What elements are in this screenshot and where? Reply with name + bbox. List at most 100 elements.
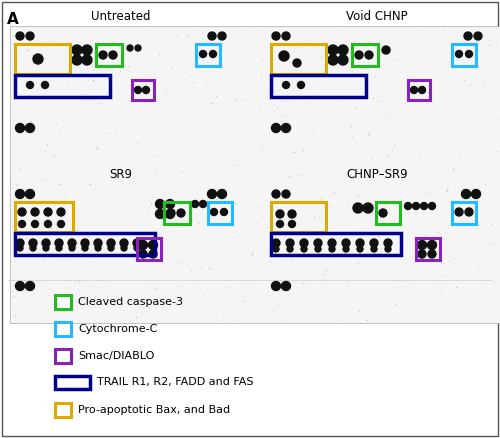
Point (61, 201, 69, 208)
Point (231, 96, 239, 103)
Point (288, 260, 296, 267)
Point (478, 146, 486, 153)
Point (331, 103, 339, 110)
Point (322, 209, 330, 216)
Point (20, 96, 28, 103)
Point (172, 89, 180, 96)
Point (338, 31, 346, 38)
Point (68, 46, 76, 53)
Point (8, 33, 16, 40)
Point (116, 242, 124, 249)
Point (452, 253, 460, 260)
Circle shape (26, 124, 35, 133)
Point (80, 250, 88, 257)
Point (196, 55, 203, 62)
Point (372, 187, 380, 194)
Point (188, 109, 196, 116)
Point (107, 154, 115, 161)
Point (135, 275, 143, 282)
Point (132, 39, 140, 46)
Point (444, 59, 452, 66)
Point (320, 297, 328, 304)
Point (29, 112, 37, 119)
Point (328, 255, 336, 262)
Point (144, 280, 152, 287)
Point (475, 245, 483, 252)
Point (18, 199, 26, 206)
Point (186, 72, 194, 79)
Point (220, 314, 228, 321)
Point (432, 283, 440, 290)
Point (241, 113, 249, 120)
Point (464, 44, 472, 51)
Point (394, 91, 402, 98)
Point (416, 46, 424, 53)
Point (216, 179, 224, 186)
Point (142, 106, 150, 113)
Point (56, 307, 64, 314)
Circle shape (107, 239, 115, 247)
Point (392, 295, 400, 302)
Point (140, 228, 148, 235)
Point (303, 155, 311, 162)
Point (340, 96, 347, 103)
Point (47, 153, 55, 160)
Point (158, 249, 166, 256)
Point (436, 291, 444, 298)
Point (144, 196, 152, 203)
Point (213, 192, 221, 199)
Circle shape (342, 239, 350, 247)
Point (200, 291, 208, 298)
Point (37, 105, 45, 112)
Point (490, 74, 498, 81)
Point (88, 246, 96, 253)
Point (240, 109, 248, 116)
Point (95, 122, 103, 129)
Point (320, 175, 328, 182)
Point (9, 240, 17, 247)
Point (152, 154, 160, 161)
Point (352, 81, 360, 88)
Point (122, 43, 130, 50)
Point (100, 299, 108, 306)
Point (440, 27, 448, 34)
Point (239, 101, 247, 108)
Point (400, 246, 408, 253)
Point (274, 205, 282, 212)
Circle shape (31, 208, 39, 216)
Point (202, 65, 209, 72)
Point (56, 293, 64, 300)
Circle shape (363, 203, 373, 213)
Circle shape (300, 239, 308, 247)
Point (254, 204, 262, 211)
Point (424, 36, 432, 43)
Point (22, 317, 30, 324)
Point (86, 133, 94, 140)
Point (260, 270, 268, 277)
Point (418, 95, 426, 102)
Point (402, 114, 410, 121)
Point (342, 279, 350, 286)
Circle shape (133, 239, 141, 247)
Point (70, 233, 78, 240)
Point (408, 296, 416, 303)
Point (356, 233, 364, 240)
Point (16, 165, 24, 172)
Point (11, 311, 19, 318)
Circle shape (134, 245, 140, 251)
Point (52, 316, 60, 323)
Point (272, 301, 280, 308)
Point (241, 34, 249, 41)
Point (473, 131, 481, 138)
Point (344, 287, 352, 294)
Point (229, 245, 237, 252)
Point (96, 57, 104, 64)
Point (60, 262, 68, 269)
Point (488, 240, 496, 247)
Point (70, 208, 78, 215)
Point (459, 177, 467, 184)
Point (296, 78, 304, 85)
Point (132, 314, 140, 321)
Point (278, 173, 285, 180)
Point (106, 264, 114, 271)
